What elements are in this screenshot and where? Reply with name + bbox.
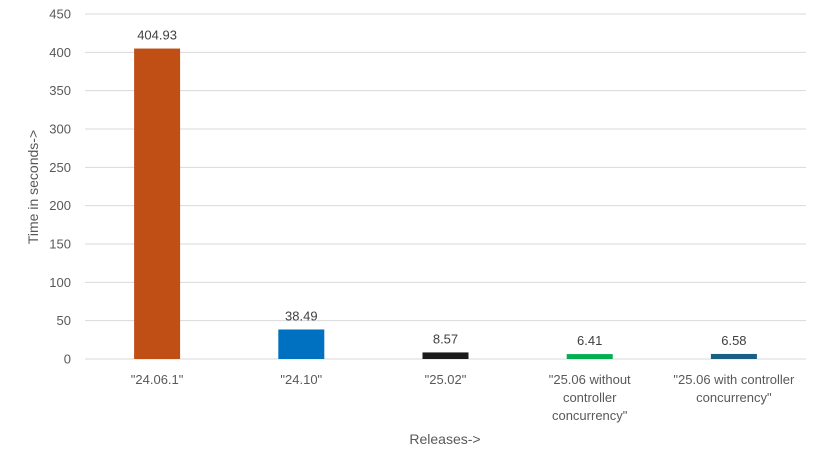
y-tick-label: 450 <box>49 7 71 22</box>
y-tick-label: 350 <box>49 83 71 98</box>
y-tick-label: 0 <box>64 352 71 367</box>
bar <box>710 353 757 359</box>
x-tick-label: "25.06 with controller <box>673 372 795 387</box>
x-tick-label: "25.06 without <box>549 372 631 387</box>
x-tick-label: "25.02" <box>425 372 467 387</box>
data-label: 6.58 <box>721 333 746 348</box>
bar <box>134 48 181 360</box>
x-axis-title: Releases-> <box>409 431 480 447</box>
data-label: 404.93 <box>137 28 177 43</box>
x-axis-categories: "24.06.1" "24.10" "25.02" "25.06 without con… <box>131 372 795 423</box>
bars <box>134 48 757 360</box>
data-label: 38.49 <box>285 308 318 323</box>
bar <box>422 352 469 359</box>
y-tick-label: 50 <box>57 313 71 328</box>
x-tick-label: concurrency" <box>696 390 772 405</box>
x-tick-label: "24.06.1" <box>131 372 184 387</box>
y-axis-title: Time in seconds-> <box>25 130 41 244</box>
data-labels: 404.93 38.49 8.57 6.41 6.58 <box>137 28 746 349</box>
y-tick-label: 250 <box>49 160 71 175</box>
x-tick-label: "24.10" <box>280 372 322 387</box>
y-tick-label: 300 <box>49 122 71 137</box>
y-tick-label: 100 <box>49 275 71 290</box>
x-tick-label: controller <box>563 390 617 405</box>
bar <box>278 329 325 359</box>
y-tick-label: 200 <box>49 198 71 213</box>
y-axis-ticks: 0 50 100 150 200 250 300 350 400 450 <box>49 7 71 367</box>
data-label: 8.57 <box>433 331 458 346</box>
bar <box>566 354 613 359</box>
y-tick-label: 150 <box>49 237 71 252</box>
x-tick-label: concurrency" <box>552 408 628 423</box>
gridlines <box>85 13 806 360</box>
y-tick-label: 400 <box>49 45 71 60</box>
data-label: 6.41 <box>577 333 602 348</box>
